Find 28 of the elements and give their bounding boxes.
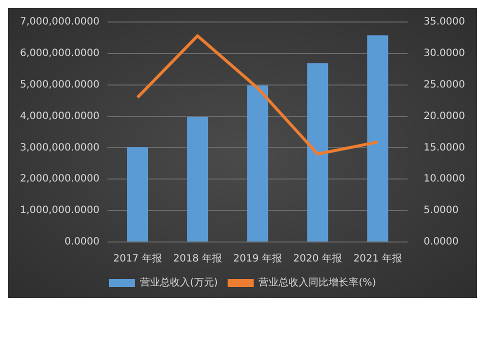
x-tick-label: 2020 年报 [293, 252, 342, 265]
y-tick-label: 1,000,000.0000 [20, 205, 100, 216]
legend-label: 营业总收入同比增长率(%) [258, 276, 376, 289]
y2-tick-label: 15.0000 [424, 142, 466, 154]
bar [247, 85, 268, 242]
y-tick-label: 0.0000 [64, 236, 100, 248]
y2-tick-label: 30.0000 [424, 48, 466, 60]
bar [307, 63, 328, 242]
x-tick-label: 2017 年报 [113, 252, 162, 265]
y2-tick-label: 10.0000 [424, 174, 466, 185]
y2-tick-label: 25.0000 [424, 79, 466, 90]
y-tick-label: 4,000,000.0000 [20, 110, 100, 122]
x-tick-label: 2019 年报 [233, 252, 282, 265]
y-tick-label: 2,000,000.0000 [20, 174, 100, 185]
legend-label: 营业总收入(万元) [140, 276, 218, 289]
y-tick-label: 3,000,000.0000 [20, 142, 100, 154]
y-tick-label: 6,000,000.0000 [20, 48, 100, 60]
x-tick-label: 2018 年报 [173, 252, 222, 265]
y2-tick-label: 5.0000 [424, 205, 459, 216]
y2-tick-label: 20.0000 [424, 110, 466, 122]
bar [367, 35, 388, 242]
bar [127, 147, 148, 242]
y-tick-label: 7,000,000.0000 [20, 16, 100, 28]
x-tick-label: 2021 年报 [353, 252, 402, 265]
bar [187, 116, 208, 242]
y-tick-label: 5,000,000.0000 [20, 79, 100, 90]
y2-tick-label: 0.0000 [424, 236, 459, 248]
y2-tick-label: 35.0000 [424, 16, 466, 28]
